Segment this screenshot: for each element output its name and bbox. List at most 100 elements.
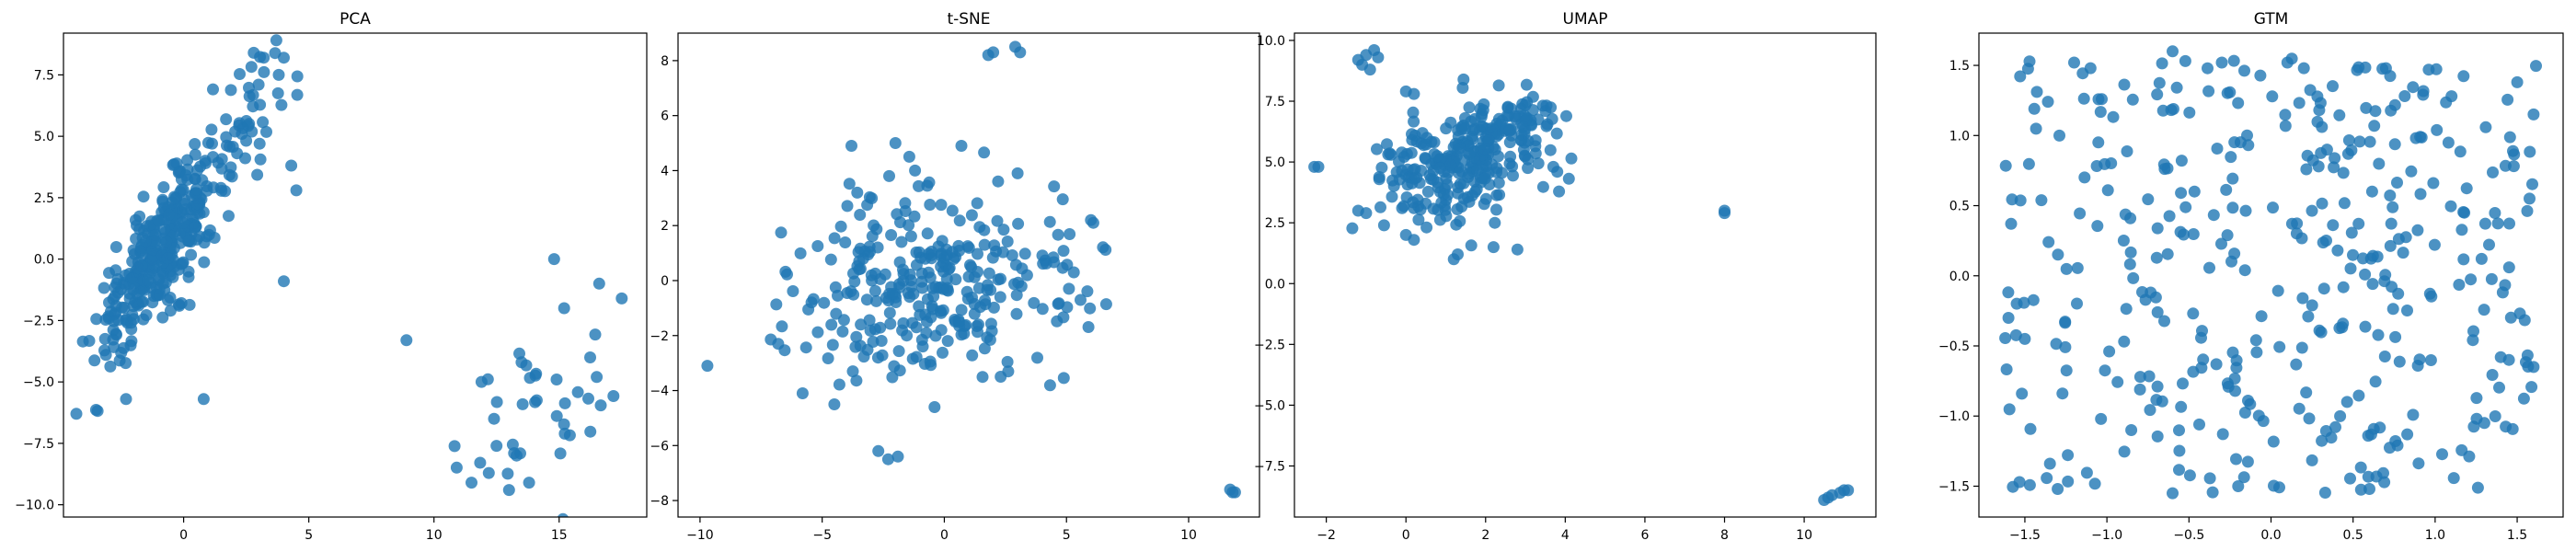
scatter-point xyxy=(2489,410,2501,422)
scatter-point xyxy=(2347,248,2359,261)
scatter-point xyxy=(1056,261,1069,274)
scatter-point xyxy=(2175,187,2188,200)
scatter-point xyxy=(866,274,879,287)
scatter-point xyxy=(2266,90,2279,103)
scatter-point xyxy=(2000,363,2013,375)
scatter-point xyxy=(818,296,831,309)
y-tick-label: −7.5 xyxy=(23,437,54,452)
scatter-point xyxy=(2460,182,2473,195)
scatter-point xyxy=(2486,369,2499,381)
scatter-point xyxy=(843,178,856,190)
scatter-point xyxy=(2060,262,2073,275)
scatter-point xyxy=(2527,108,2540,121)
scatter-point xyxy=(940,283,953,296)
scatter-point xyxy=(224,84,237,97)
scatter-point xyxy=(2493,381,2505,394)
scatter-point xyxy=(2161,247,2174,260)
scatter-point xyxy=(941,335,954,348)
scatter-point xyxy=(2444,200,2457,213)
scatter-point xyxy=(448,440,461,453)
scatter-point xyxy=(2293,97,2306,109)
scatter-point xyxy=(1822,491,1834,504)
scatter-point xyxy=(2354,461,2367,474)
scatter-point xyxy=(2060,364,2073,377)
y-tick-label: −8 xyxy=(650,494,669,509)
scatter-point xyxy=(2202,85,2215,98)
scatter-point xyxy=(113,354,126,367)
scatter-point xyxy=(2501,93,2514,106)
scatter-point xyxy=(234,68,246,80)
scatter-point xyxy=(197,393,210,406)
scatter-point xyxy=(2372,328,2385,341)
scatter-point xyxy=(1412,200,1425,213)
scatter-point xyxy=(1006,249,1018,261)
scatter-point xyxy=(557,512,569,517)
scatter-point xyxy=(2156,57,2168,70)
scatter-point xyxy=(850,374,863,387)
scatter-point xyxy=(903,150,915,163)
scatter-point xyxy=(799,341,812,354)
scatter-point xyxy=(2325,431,2338,444)
scatter-point xyxy=(1057,372,1070,385)
scatter-point xyxy=(2392,233,2405,246)
scatter-point xyxy=(1018,247,1031,260)
y-tick-label: −10.0 xyxy=(15,499,54,513)
scatter-point xyxy=(2239,204,2252,217)
scatter-point xyxy=(2230,453,2242,466)
y-tick-label: 5.0 xyxy=(1265,155,1285,170)
scatter-point xyxy=(530,394,543,407)
scatter-point xyxy=(2238,407,2251,419)
scatter-point xyxy=(1412,213,1425,226)
scatter-point xyxy=(243,90,256,103)
scatter-point xyxy=(1465,239,1478,252)
scatter-point xyxy=(291,88,304,101)
scatter-point xyxy=(2329,152,2341,165)
scatter-point xyxy=(127,313,140,326)
scatter-point xyxy=(1081,285,1094,298)
scatter-point xyxy=(109,241,122,253)
x-tick-label: −2 xyxy=(1317,528,1336,543)
y-tick-label: 1.0 xyxy=(1949,129,1970,144)
scatter-point xyxy=(2467,325,2479,338)
scatter-point xyxy=(1490,203,1502,216)
scatter-point xyxy=(2227,54,2240,67)
scatter-point xyxy=(179,169,192,182)
scatter-point xyxy=(2254,69,2267,82)
scatter-point xyxy=(2365,185,2378,198)
scatter-point xyxy=(2053,129,2065,142)
scatter-point xyxy=(2249,334,2262,347)
scatter-point xyxy=(2183,106,2196,119)
x-tick-label: 1.0 xyxy=(2425,528,2445,543)
scatter-point xyxy=(2447,472,2460,485)
scatter-point xyxy=(2425,290,2438,303)
scatter-point xyxy=(502,484,515,497)
scatter-point xyxy=(1036,303,1049,316)
scatter-point xyxy=(1532,157,1545,170)
scatter-point xyxy=(161,252,174,265)
scatter-point xyxy=(2302,310,2315,323)
scatter-point xyxy=(910,351,923,363)
y-tick-label: −6 xyxy=(650,439,669,454)
scatter-point xyxy=(1492,79,1505,92)
scatter-point xyxy=(2170,81,2183,94)
scatter-point xyxy=(176,258,189,270)
scatter-point xyxy=(137,190,150,203)
scatter-point xyxy=(955,140,968,152)
scatter-point xyxy=(400,334,413,347)
scatter-point xyxy=(1433,162,1446,175)
scatter-point xyxy=(589,328,602,341)
scatter-point xyxy=(2151,222,2164,235)
scatter-point xyxy=(828,232,841,245)
scatter-point xyxy=(972,318,984,331)
scatter-point xyxy=(2329,420,2341,433)
x-tick-label: 0 xyxy=(179,528,188,543)
scatter-point xyxy=(132,262,144,275)
scatter-point xyxy=(167,242,180,255)
scatter-point xyxy=(899,197,912,210)
scatter-point xyxy=(1540,120,1553,132)
scatter-point xyxy=(1431,150,1443,163)
scatter-point xyxy=(2228,136,2241,149)
scatter-point xyxy=(2215,237,2227,250)
scatter-point xyxy=(1452,248,1464,260)
